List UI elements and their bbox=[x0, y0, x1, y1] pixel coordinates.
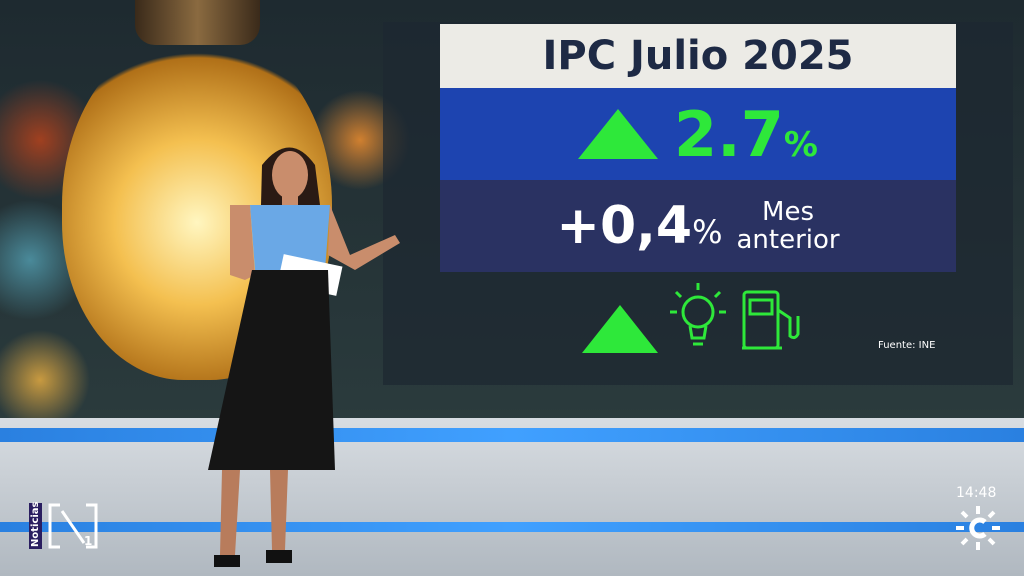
monthly-band: +0,4% Mes anterior bbox=[440, 180, 956, 272]
monthly-unit: % bbox=[692, 213, 723, 251]
floor-light-stripe bbox=[0, 522, 1024, 532]
graphic-title: IPC Julio 2025 bbox=[440, 24, 956, 88]
svg-text:1: 1 bbox=[84, 534, 92, 548]
lightbulb-icon bbox=[670, 283, 726, 346]
canal-sur-logo bbox=[956, 506, 1000, 550]
up-triangle-icon bbox=[582, 305, 658, 353]
source-label: Fuente: INE bbox=[878, 340, 936, 351]
up-triangle-icon bbox=[578, 109, 659, 159]
fuel-pump-icon bbox=[742, 290, 800, 350]
monthly-label: anterior bbox=[736, 225, 840, 255]
annual-band: 2.7% bbox=[440, 88, 956, 180]
annual-value: 2.7 bbox=[674, 97, 784, 171]
monthly-value: +0,4 bbox=[556, 196, 693, 256]
presenter bbox=[208, 147, 400, 567]
annual-unit: % bbox=[783, 124, 818, 165]
program-logo: Noticias 1 bbox=[29, 501, 98, 549]
program-label: Noticias bbox=[29, 501, 42, 549]
n1-logo: 1 bbox=[48, 503, 98, 549]
monthly-label: Mes bbox=[762, 197, 815, 227]
floor-light-stripe bbox=[0, 428, 1024, 442]
clock: 14:48 bbox=[956, 485, 997, 501]
studio-floor bbox=[0, 418, 1024, 576]
bulb-cap bbox=[135, 0, 260, 45]
